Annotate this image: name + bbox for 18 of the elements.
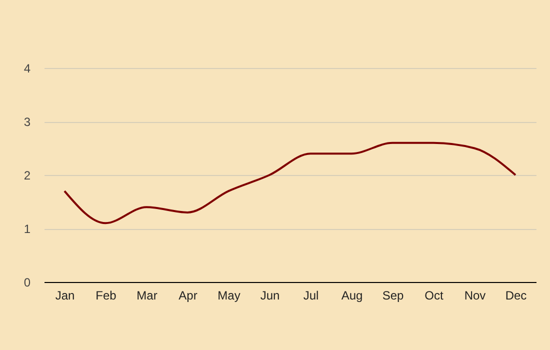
- y-tick-label: 0: [24, 276, 31, 290]
- y-tick-label: 2: [24, 168, 31, 182]
- x-tick-label: Dec: [505, 288, 527, 302]
- x-tick-label: Jan: [55, 288, 75, 302]
- x-tick-label: Nov: [464, 288, 486, 302]
- x-tick-label: Jun: [260, 288, 280, 302]
- x-tick-label: Apr: [178, 288, 198, 302]
- x-tick-label: May: [218, 288, 240, 302]
- x-tick-label: Feb: [96, 288, 117, 302]
- x-tick-label: Jul: [303, 288, 319, 302]
- y-tick-label: 1: [24, 222, 31, 236]
- x-tick-label: Aug: [341, 288, 363, 302]
- x-tick-label: Sep: [382, 288, 404, 302]
- x-tick-label: Mar: [136, 288, 158, 302]
- line-series: [64, 142, 516, 224]
- y-tick-label: 4: [24, 62, 31, 76]
- x-tick-label: Oct: [424, 288, 444, 302]
- y-tick-label: 3: [24, 115, 31, 129]
